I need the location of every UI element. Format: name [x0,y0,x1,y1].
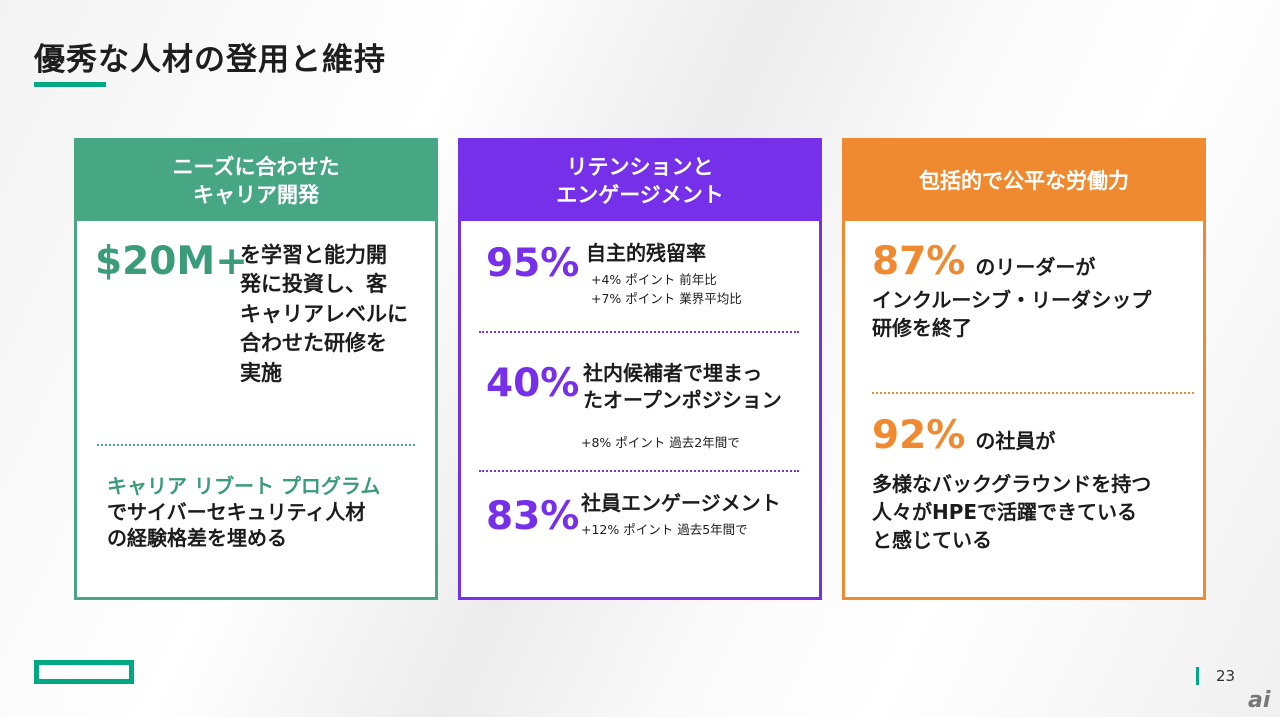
retention-card: リテンションと エンゲージメント 95% 自主的残留率 +4% ポイント 前年比… [458,138,822,600]
career-card: ニーズに合わせた キャリア開発 $20M+ を学習と能力開 発に投資し、客 キャ… [74,138,438,600]
retention-stat3-note: +12% ポイント 過去5年間で [581,522,748,537]
inclusive-card: 包括的で公平な労働力 87% のリーダーが インクルーシブ・リーダシップ 研修を… [842,138,1206,600]
stat2-line: と感じている [872,528,992,552]
stat1-note: +4% ポイント 前年比 [591,272,717,287]
stat2-line: 人々がHPEで活躍できている [872,500,1138,524]
retention-stat2-label: 社内候補者で埋まっ たオープンポジション [583,360,782,414]
inclusive-stat2-suffix: の社員が [975,429,1056,453]
inclusive-stat-92: 92% [872,413,966,458]
page-number: 23 [1216,667,1236,685]
retention-divider-1 [479,331,799,333]
inclusive-stat2-text: 多様なバックグラウンドを持つ 人々がHPEで活躍できている と感じている [872,470,1151,554]
stat1-line: 研修を終了 [872,316,972,340]
retention-stat-95: 95% [486,241,580,286]
career-desc-line: 合わせた研修を [240,331,387,356]
title-underline [34,82,106,87]
career-stat: $20M+ [95,239,248,284]
career-desc-line: キャリアレベルに [240,301,408,326]
career-desc-line: 発に投資し、客 [240,272,387,297]
retention-header-line1: リテンションと [566,154,714,179]
career-program: キャリア リブート プログラム でサイバーセキュリティ人材 の経験格差を埋める [107,470,380,551]
hpe-logo [34,660,134,684]
career-card-header: ニーズに合わせた キャリア開発 [77,141,435,221]
retention-stat-83: 83% [486,494,580,539]
stat1-note: +7% ポイント 業界平均比 [591,290,742,306]
source-watermark: ai [1248,688,1271,713]
retention-stat1-label: 自主的残留率 [586,241,706,265]
inclusive-divider [872,392,1194,394]
stat2-label-line: 社内候補者で埋まっ [583,361,763,385]
inclusive-stat1-suffix: のリーダーが [975,255,1096,279]
career-header-line1: ニーズに合わせた [172,154,340,179]
career-desc-line: 実施 [240,360,282,385]
program-line: の経験格差を埋める [107,526,287,550]
career-desc-line: を学習と能力開 [240,243,387,267]
career-divider [97,444,415,446]
stat2-line: 多様なバックグラウンドを持つ [872,472,1152,496]
inclusive-stat1-row: 87% のリーダーが [872,239,1095,284]
inclusive-card-header: 包括的で公平な労働力 [845,141,1203,221]
retention-card-header: リテンションと エンゲージメント [461,141,819,221]
career-header-line2: キャリア開発 [192,183,319,207]
retention-stat-40: 40% [486,361,580,406]
inclusive-stat2-row: 92% の社員が [872,413,1055,458]
inclusive-stat-87: 87% [872,239,966,284]
page-title: 優秀な人材の登用と維持 [34,42,386,78]
stat2-label-line: たオープンポジション [583,388,782,412]
retention-stat2-note: +8% ポイント 過去2年間で [581,435,740,450]
stat1-line: インクルーシブ・リーダシップ [872,288,1152,312]
inclusive-stat1-text: インクルーシブ・リーダシップ 研修を終了 [872,286,1151,342]
inclusive-header: 包括的で公平な労働力 [919,168,1129,193]
program-label: キャリア リブート プログラム [107,474,381,498]
retention-stat1-notes: +4% ポイント 前年比 +7% ポイント 業界平均比 [591,271,742,309]
page-number-bar [1196,667,1199,685]
retention-divider-2 [479,470,799,472]
career-description: を学習と能力開 発に投資し、客 キャリアレベルに 合わせた研修を 実施 [240,241,408,388]
program-line: でサイバーセキュリティ人材 [107,500,366,524]
retention-header-line2: エンゲージメント [556,183,724,207]
retention-stat3-label: 社員エンゲージメント [581,491,781,515]
